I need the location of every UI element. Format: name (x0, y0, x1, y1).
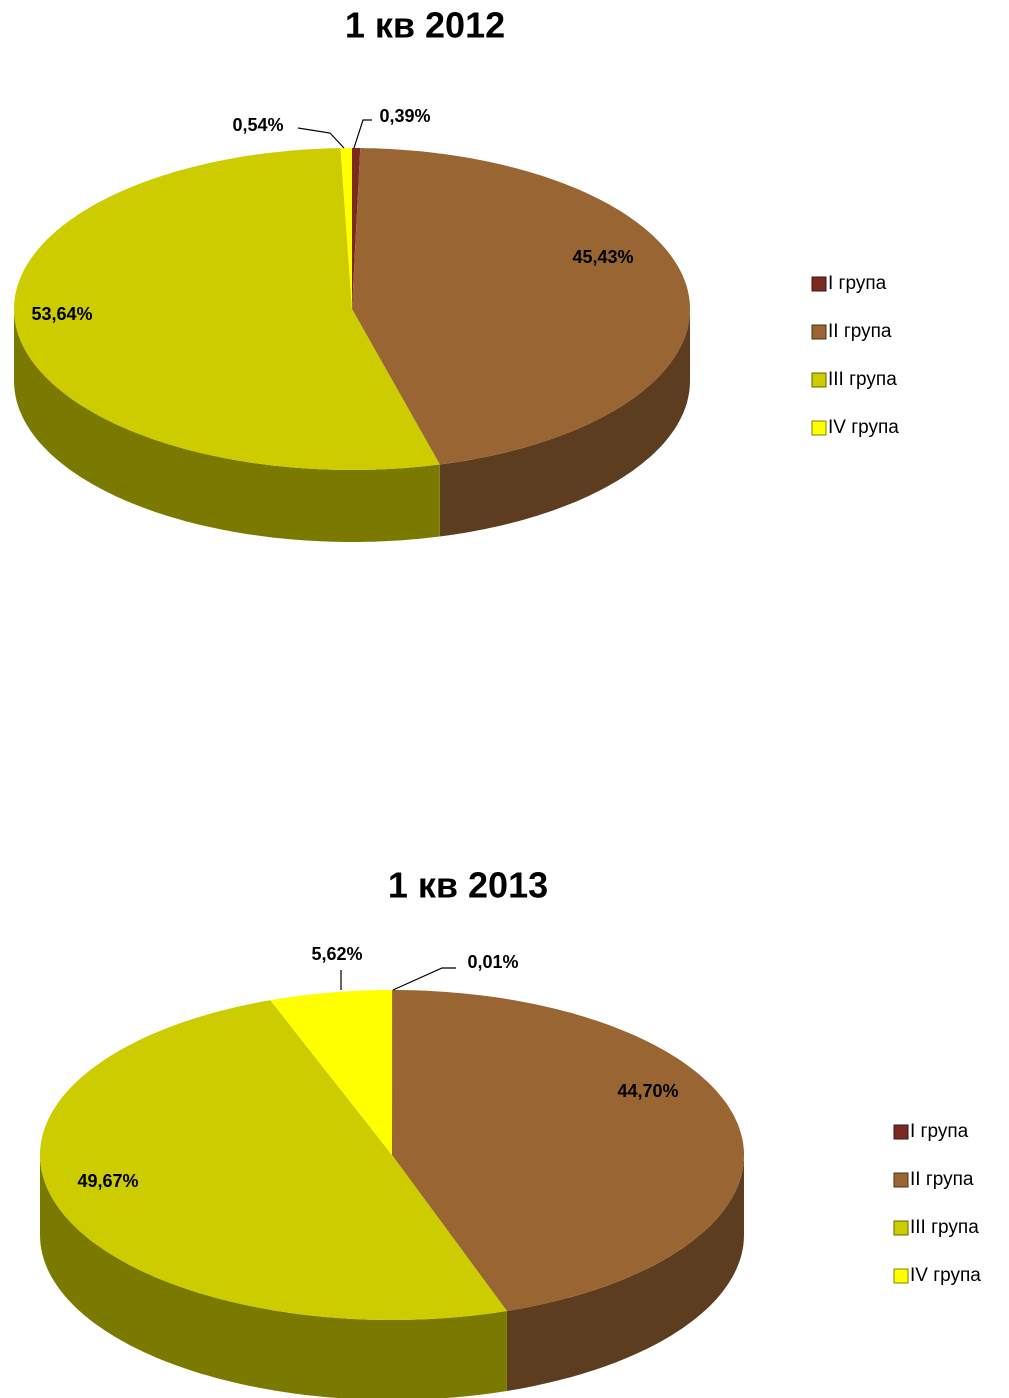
data-label: 0,01% (467, 952, 518, 972)
pie-side (14, 309, 440, 542)
leader-line (297, 127, 345, 149)
data-label: 0,39% (379, 106, 430, 126)
legend-swatch (893, 1124, 909, 1140)
legend-label: IV група (828, 417, 899, 438)
legend-label: III група (910, 1217, 979, 1238)
pie-slice (392, 990, 744, 1311)
legend-swatch (811, 420, 827, 436)
leader-line (353, 119, 372, 149)
chart-title: 1 кв 2013 (388, 865, 548, 906)
data-label: 44,70% (617, 1081, 678, 1101)
legend-swatch (893, 1172, 909, 1188)
legend-label: IV група (910, 1265, 981, 1286)
legend-swatch (893, 1220, 909, 1236)
legend-swatch (811, 276, 827, 292)
data-label: 5,62% (311, 944, 362, 964)
pie-slice (40, 1000, 507, 1320)
pie-slice (340, 148, 352, 309)
pie-side (40, 1155, 507, 1398)
chart-title: 1 кв 2012 (345, 5, 505, 46)
data-label: 53,64% (31, 304, 92, 324)
legend-label: III група (828, 369, 897, 390)
legend-label: I група (828, 273, 887, 294)
legend-label: II група (828, 321, 892, 342)
pie-slice (270, 990, 392, 1155)
leader-line (392, 967, 456, 991)
legend-swatch (811, 372, 827, 388)
legend-label: I група (910, 1121, 969, 1142)
data-label: 0,54% (232, 115, 283, 135)
data-label: 49,67% (77, 1171, 138, 1191)
pie-side (439, 309, 690, 537)
legend-swatch (893, 1268, 909, 1284)
pie-slice (352, 148, 690, 465)
legend-label: II група (910, 1169, 974, 1190)
data-label: 45,43% (572, 247, 633, 267)
legend-swatch (811, 324, 827, 340)
pie-side (506, 1155, 744, 1391)
pie-slice (14, 148, 440, 470)
